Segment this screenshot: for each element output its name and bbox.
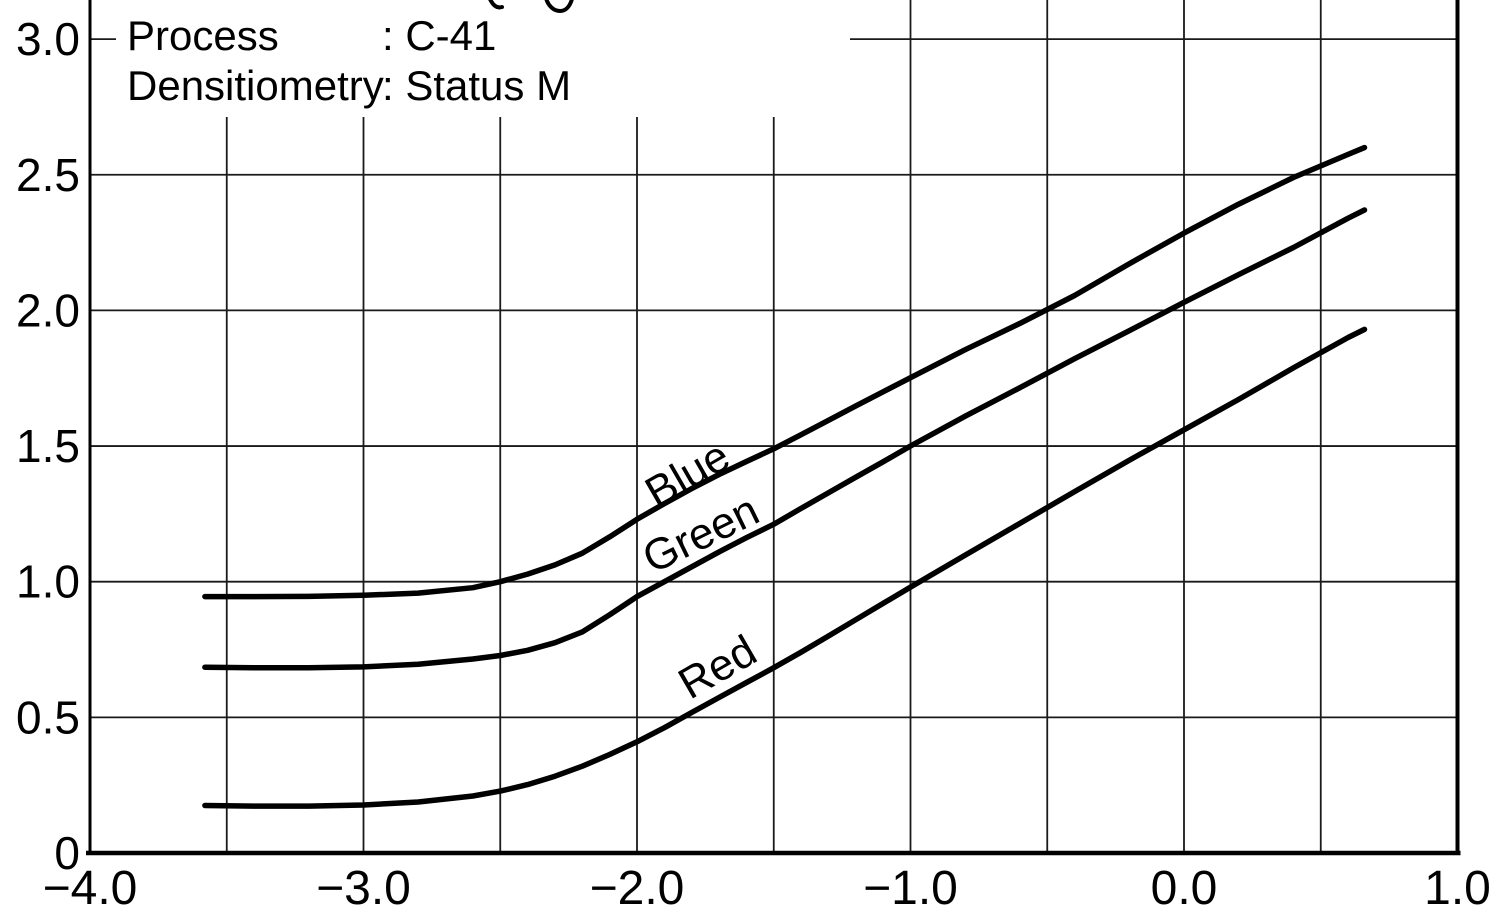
y-tick-label: 0 (54, 827, 80, 879)
clipped-top-line-fragments (488, 0, 574, 14)
curve-green (202, 207, 1368, 671)
axes (86, 0, 1461, 856)
x-tick-label: −4.0 (43, 862, 138, 915)
x-tick-label: −2.0 (590, 862, 685, 915)
curves (202, 144, 1368, 809)
y-tick-label: 1.0 (16, 556, 80, 608)
curve-red (202, 326, 1368, 809)
grid (90, 0, 1458, 853)
header-row-value: : C-41 (382, 12, 496, 59)
x-tick-label: 1.0 (1424, 862, 1491, 915)
y-tick-label: 0.5 (16, 691, 80, 743)
curve-blue (202, 144, 1368, 600)
x-tick-label: −1.0 (863, 862, 958, 915)
x-tick-label: −3.0 (316, 862, 411, 915)
y-tick-label: 1.5 (16, 420, 80, 472)
x-axis-tick-labels: −4.0 −3.0 −2.0 −1.0 0.0 1.0 (43, 862, 1491, 915)
header-row-label: Process (127, 12, 279, 59)
y-tick-label: 2.5 (16, 149, 80, 201)
header-backdrop (116, 0, 850, 117)
header-row-value: : Status M (382, 62, 571, 109)
x-tick-label: 0.0 (1151, 862, 1218, 915)
y-tick-label: 3.0 (16, 13, 80, 65)
y-tick-label: 2.0 (16, 284, 80, 336)
descender-stroke (488, 0, 504, 10)
descender-loop (544, 0, 574, 14)
header-row-label: Densitiometry (127, 62, 384, 109)
y-axis-tick-labels: 0 0.5 1.0 1.5 2.0 2.5 3.0 (16, 13, 80, 879)
